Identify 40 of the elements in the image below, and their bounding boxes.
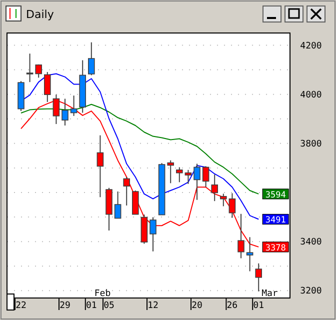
candlestick (211, 174, 218, 202)
x-tick-label: 01 (253, 301, 264, 311)
candlestick (167, 160, 174, 184)
y-tick-label: 3200 (300, 286, 322, 297)
candlestick (176, 166, 183, 183)
candlestick (150, 216, 156, 252)
annotation: Feb (94, 289, 111, 299)
candlestick (96, 134, 104, 198)
candlestick (246, 236, 254, 272)
x-tick-label: 05 (104, 301, 114, 311)
chart-title: Daily (26, 8, 54, 21)
data-label: 3491 (265, 216, 286, 226)
candlestick (35, 64, 42, 78)
x-tick-label: 01 (86, 301, 97, 311)
y-tick-label: 3800 (300, 139, 322, 150)
data-label: 3594 (265, 190, 286, 200)
annotation: Mar (262, 289, 278, 299)
candlestick (132, 190, 139, 215)
x-tick-label: 22 (16, 301, 26, 311)
candlestick (202, 166, 210, 188)
x-tick-label: 29 (60, 301, 70, 311)
candlestick (255, 262, 262, 292)
x-tick-label: 12 (148, 301, 158, 311)
candlestick (70, 95, 78, 116)
y-tick-label: 3400 (300, 238, 322, 248)
candlestick (194, 163, 200, 200)
x-tick-label: 26 (226, 301, 238, 311)
candlestick (184, 169, 192, 184)
y-tick-label: 4000 (300, 90, 322, 100)
candlestick (228, 192, 236, 218)
candlestick (26, 53, 34, 83)
candlestick (220, 193, 227, 207)
data-label: 3378 (265, 243, 286, 254)
x-tick-label: 20 (192, 301, 202, 311)
line-series (20, 100, 260, 248)
candlestick (88, 42, 95, 76)
candlestick (62, 98, 68, 126)
candlestick (123, 176, 130, 206)
candlestick (114, 191, 122, 219)
y-tick-label: 4200 (300, 41, 322, 52)
